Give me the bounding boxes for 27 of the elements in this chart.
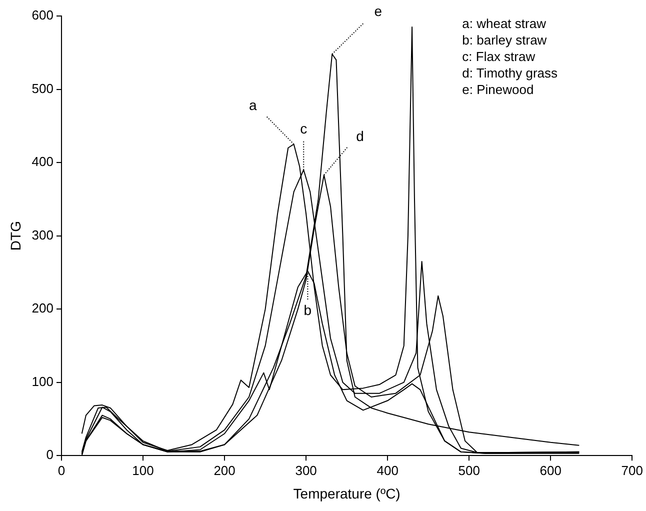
x-tick-label: 600 [540, 462, 562, 478]
annotation: e [374, 2, 382, 19]
annotation: b [304, 302, 312, 318]
y-tick-label: 0 [46, 447, 54, 462]
y-tick-label: 100 [32, 374, 54, 389]
annotation: a: wheat straw [462, 16, 547, 32]
y-tick-label: 500 [32, 80, 54, 96]
x-tick-label: 400 [376, 462, 398, 478]
x-tick-label: 300 [295, 462, 317, 478]
x-tick-label: 0 [58, 462, 66, 478]
y-tick-label: 300 [32, 227, 54, 242]
annotation: d: Timothy grass [462, 66, 558, 81]
x-axis-title: Temperature (ºC) [293, 485, 400, 502]
y-tick-label: 400 [32, 154, 54, 170]
x-tick-label: 500 [458, 462, 480, 478]
y-axis-title: DTG [7, 221, 24, 251]
annotation: d [356, 128, 364, 144]
annotation: b: barley straw [462, 32, 548, 48]
annotation: a [248, 97, 257, 114]
x-tick-label: 700 [621, 462, 644, 478]
annotation: c [300, 120, 308, 137]
y-tick-label: 200 [32, 300, 54, 316]
x-tick-label: 100 [132, 462, 154, 478]
y-tick-label: 600 [32, 8, 54, 23]
x-tick-label: 200 [214, 462, 236, 478]
annotation: e: Pinewood [462, 82, 534, 98]
annotation: c: Flax straw [462, 49, 536, 64]
